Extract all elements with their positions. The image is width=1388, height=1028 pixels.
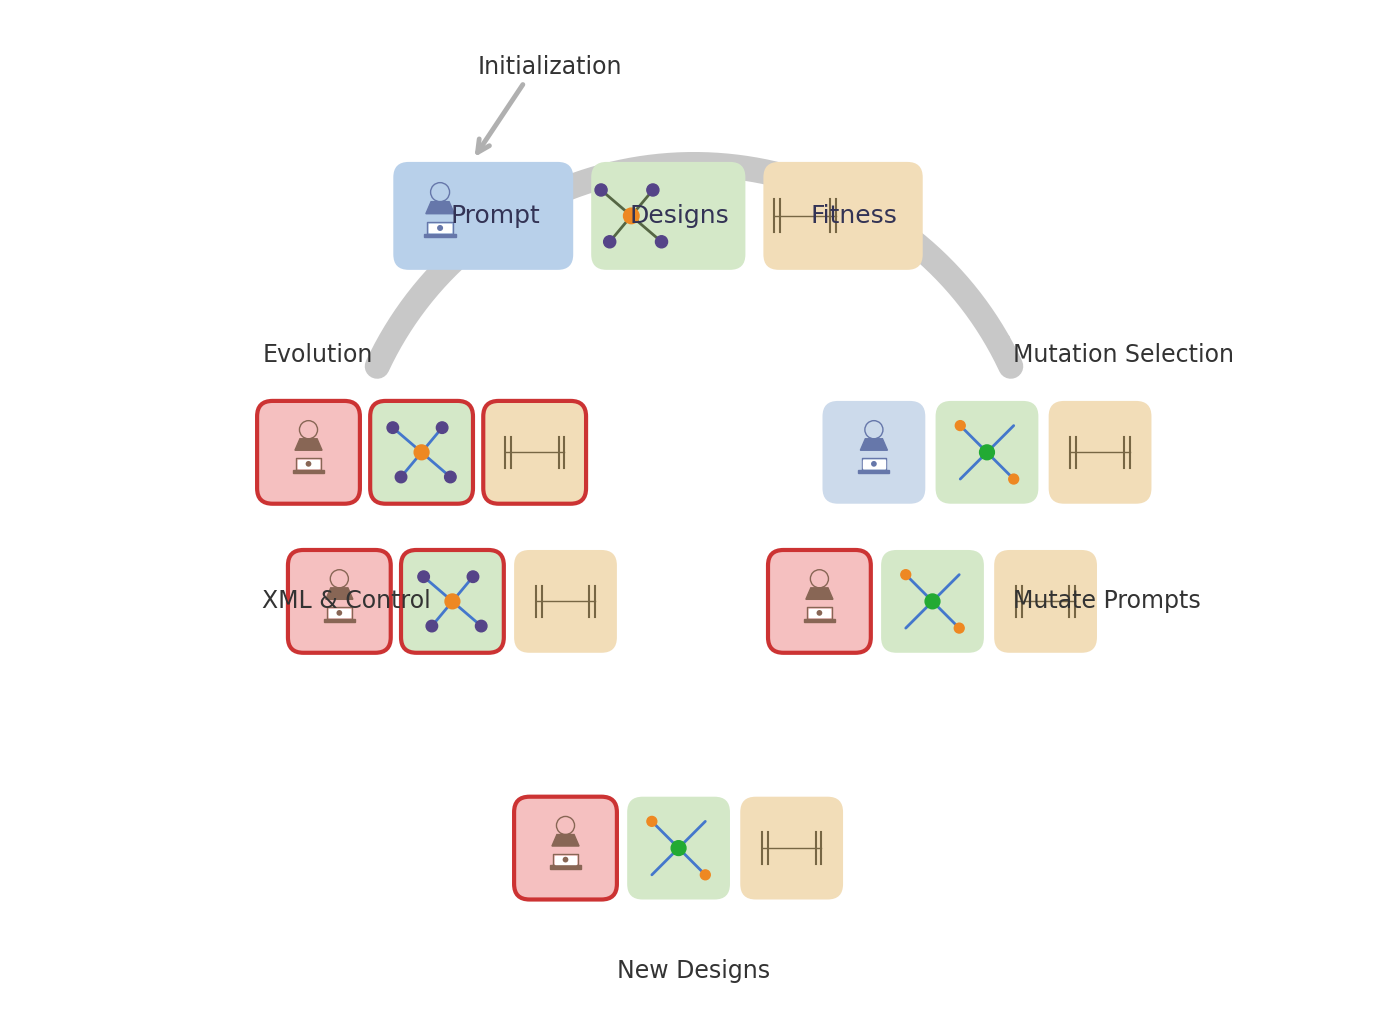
Text: Mutation Selection: Mutation Selection <box>1013 342 1234 367</box>
Text: Initialization: Initialization <box>477 54 622 79</box>
Polygon shape <box>298 460 319 468</box>
Polygon shape <box>552 835 579 846</box>
Polygon shape <box>550 866 582 869</box>
Circle shape <box>436 421 448 434</box>
Polygon shape <box>804 619 834 622</box>
Text: Mutate Prompts: Mutate Prompts <box>1013 589 1201 614</box>
Circle shape <box>701 870 711 880</box>
Circle shape <box>595 184 607 196</box>
Circle shape <box>924 594 940 609</box>
FancyBboxPatch shape <box>881 550 984 653</box>
Circle shape <box>305 461 311 467</box>
Text: Prompt: Prompt <box>451 204 541 228</box>
Text: XML & Control: XML & Control <box>262 589 432 614</box>
Circle shape <box>396 471 407 483</box>
Polygon shape <box>809 609 830 617</box>
FancyBboxPatch shape <box>257 401 359 504</box>
Circle shape <box>426 620 437 632</box>
Polygon shape <box>293 470 323 473</box>
Polygon shape <box>863 460 884 468</box>
Text: Designs: Designs <box>629 204 729 228</box>
Polygon shape <box>555 855 576 864</box>
FancyBboxPatch shape <box>393 161 573 269</box>
FancyBboxPatch shape <box>483 401 586 504</box>
Circle shape <box>1009 474 1019 484</box>
Polygon shape <box>294 439 322 450</box>
Circle shape <box>387 421 398 434</box>
Polygon shape <box>426 201 454 214</box>
Circle shape <box>955 623 965 633</box>
FancyBboxPatch shape <box>287 550 391 653</box>
Polygon shape <box>326 588 353 599</box>
Circle shape <box>437 225 443 231</box>
Polygon shape <box>859 470 890 473</box>
Circle shape <box>872 461 877 467</box>
Polygon shape <box>323 619 355 622</box>
Circle shape <box>647 184 659 196</box>
Circle shape <box>604 235 616 248</box>
FancyBboxPatch shape <box>763 161 923 269</box>
FancyBboxPatch shape <box>591 161 745 269</box>
Circle shape <box>655 235 668 248</box>
FancyBboxPatch shape <box>823 401 926 504</box>
FancyBboxPatch shape <box>371 401 473 504</box>
FancyBboxPatch shape <box>768 550 870 653</box>
Polygon shape <box>429 224 451 232</box>
Circle shape <box>444 471 457 483</box>
Circle shape <box>446 594 459 609</box>
Text: New Designs: New Designs <box>618 959 770 984</box>
Circle shape <box>468 571 479 583</box>
Text: Evolution: Evolution <box>262 342 372 367</box>
Circle shape <box>418 571 429 583</box>
Circle shape <box>980 445 994 460</box>
FancyBboxPatch shape <box>740 797 843 900</box>
Polygon shape <box>806 588 833 599</box>
Text: Fitness: Fitness <box>811 204 898 228</box>
Polygon shape <box>861 439 887 450</box>
Polygon shape <box>329 609 350 617</box>
Polygon shape <box>423 234 457 237</box>
Circle shape <box>623 208 638 224</box>
FancyBboxPatch shape <box>994 550 1097 653</box>
FancyBboxPatch shape <box>514 797 616 900</box>
FancyBboxPatch shape <box>401 550 504 653</box>
Circle shape <box>476 620 487 632</box>
FancyBboxPatch shape <box>627 797 730 900</box>
Circle shape <box>672 841 686 855</box>
Circle shape <box>336 610 343 616</box>
Circle shape <box>562 856 568 862</box>
Circle shape <box>901 570 911 580</box>
Circle shape <box>647 816 657 827</box>
FancyBboxPatch shape <box>514 550 616 653</box>
Circle shape <box>955 420 965 431</box>
Circle shape <box>816 610 822 616</box>
FancyBboxPatch shape <box>936 401 1038 504</box>
Circle shape <box>414 445 429 460</box>
FancyBboxPatch shape <box>1049 401 1152 504</box>
